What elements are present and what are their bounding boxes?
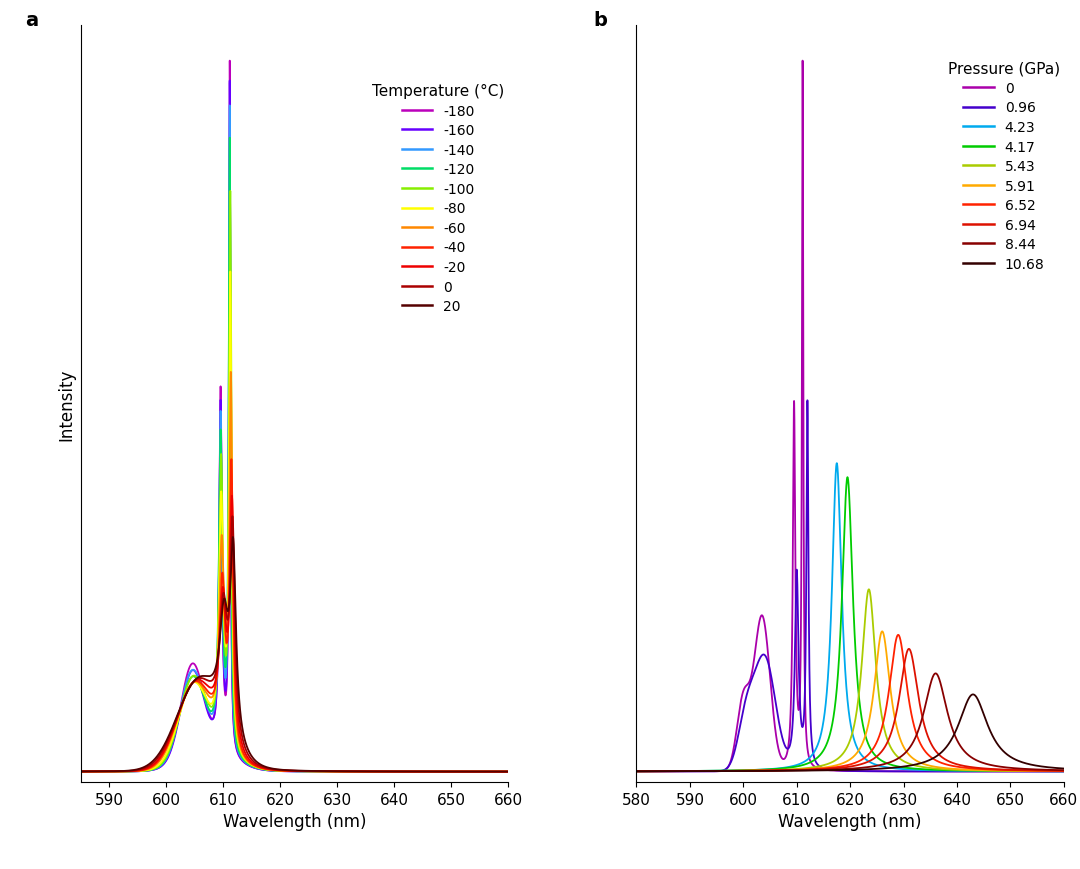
Legend: 0, 0.96, 4.23, 4.17, 5.43, 5.91, 6.52, 6.94, 8.44, 10.68: 0, 0.96, 4.23, 4.17, 5.43, 5.91, 6.52, 6… (942, 56, 1065, 277)
X-axis label: Wavelength (nm): Wavelength (nm) (222, 813, 366, 830)
Legend: -180, -160, -140, -120, -100, -80, -60, -40, -20, 0, 20: -180, -160, -140, -120, -100, -80, -60, … (366, 78, 510, 319)
X-axis label: Wavelength (nm): Wavelength (nm) (779, 813, 922, 830)
Text: a: a (26, 11, 39, 30)
Y-axis label: Intensity: Intensity (57, 368, 76, 441)
Text: b: b (594, 11, 608, 30)
